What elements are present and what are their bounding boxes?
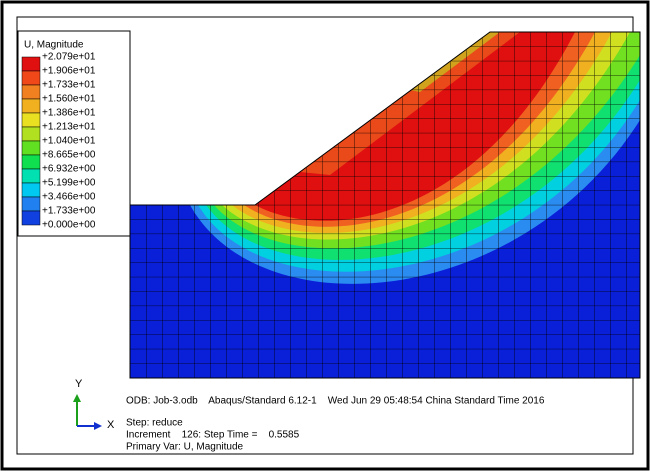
legend-label: +1.560e+01: [42, 94, 96, 105]
primary-var-info: Primary Var: U, Magnitude: [126, 442, 244, 453]
legend-swatch: [22, 85, 40, 99]
triad-x-label: X: [107, 419, 115, 431]
legend-swatch: [22, 169, 40, 183]
odb-info: ODB: Job-3.odb Abaqus/Standard 6.12-1 We…: [126, 396, 545, 407]
legend-swatch: [22, 183, 40, 197]
legend-title: U, Magnitude: [24, 40, 84, 51]
legend-swatch: [22, 57, 40, 71]
legend-label: +1.213e+01: [42, 122, 96, 133]
legend-label: +1.386e+01: [42, 108, 96, 119]
legend-label: +3.466e+00: [42, 192, 96, 203]
legend-label: +8.665e+00: [42, 150, 96, 161]
legend-label: +5.199e+00: [42, 178, 96, 189]
viewport: U, Magnitude +2.079e+01 +1.906e+01 +1.733e…: [0, 0, 650, 471]
legend-label: +2.079e+01: [42, 52, 96, 63]
legend-label: +6.932e+00: [42, 164, 96, 175]
increment-info: Increment 126: Step Time = 0.5585: [126, 430, 300, 441]
legend-label: +1.040e+01: [42, 136, 96, 147]
legend-label: +0.000e+00: [42, 220, 96, 231]
legend-swatch: [22, 141, 40, 155]
step-info: Step: reduce: [126, 418, 183, 429]
legend-swatch: [22, 127, 40, 141]
legend-label: +1.906e+01: [42, 66, 96, 77]
legend-swatch: [22, 113, 40, 127]
legend-swatch: [22, 71, 40, 85]
legend-label: +1.733e+00: [42, 206, 96, 217]
legend: U, Magnitude +2.079e+01 +1.906e+01 +1.733e…: [18, 31, 130, 236]
legend-label: +1.733e+01: [42, 80, 96, 91]
triad-y-label: Y: [75, 378, 83, 390]
legend-swatch: [22, 211, 40, 225]
legend-swatch: [22, 197, 40, 211]
legend-swatch: [22, 155, 40, 169]
legend-swatch: [22, 99, 40, 113]
